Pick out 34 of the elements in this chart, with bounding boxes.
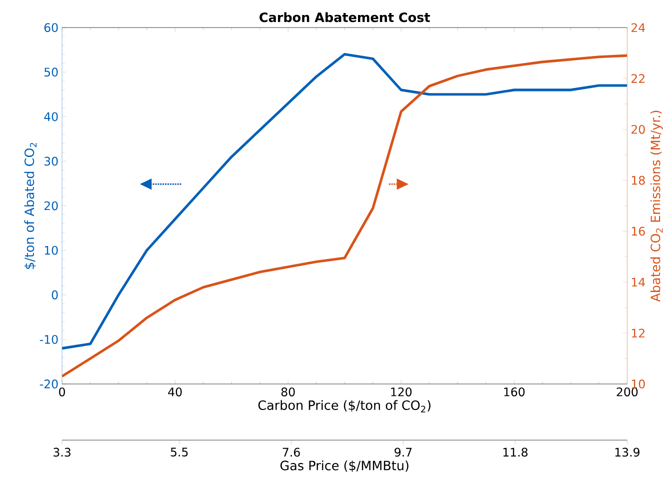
- y2-tick-label: 18: [632, 176, 645, 185]
- x-tick-label: 0: [59, 387, 65, 396]
- y-axis-title: $/ton of Abated CO$_{2}$: [24, 142, 37, 269]
- y2-tick-label: 12: [632, 328, 644, 338]
- x2-tick-label: 13.9: [615, 448, 640, 457]
- x-tick-label: 120: [391, 387, 412, 396]
- y2-tick-label: 10: [632, 379, 645, 388]
- x-tick-label: 80: [281, 387, 295, 396]
- y2-tick-label: 24: [632, 23, 645, 32]
- x2-tick-label: 7.6: [282, 448, 300, 457]
- y-tick-label: 10: [44, 246, 58, 255]
- x-tick-label: 200: [616, 387, 638, 396]
- x2-tick-label: 3.3: [54, 448, 70, 457]
- x-tick-label: 160: [504, 387, 525, 396]
- y2-axis-title: Abated CO$_{2}$ Emissions (Mt/yr.): [650, 110, 663, 302]
- y-tick-label: 50: [44, 68, 58, 76]
- y-tick-label: 40: [44, 112, 58, 121]
- x-axis-title: Carbon Price ($/ton of CO$_{2}$): [258, 400, 430, 412]
- y2-tick-label: 20: [632, 124, 645, 134]
- x2-tick-label: 11.8: [503, 448, 528, 457]
- y-tick-label: 20: [44, 201, 58, 210]
- x2-axis-title: Gas Price ($/MMBtu): [280, 460, 408, 472]
- y2-tick-label: 16: [632, 226, 645, 236]
- y-tick-label: 60: [44, 22, 58, 32]
- y2-tick-label: 22: [632, 74, 644, 83]
- y-tick-label: -10: [40, 334, 58, 344]
- x2-tick-label: 9.7: [394, 448, 412, 457]
- chart-title: Carbon Abatement Cost: [260, 12, 430, 22]
- y-tick-label: 0: [52, 290, 58, 300]
- y2-tick-label: 14: [632, 278, 645, 286]
- x-tick-label: 40: [168, 387, 182, 396]
- y-tick-label: 30: [44, 156, 58, 166]
- x2-tick-label: 5.5: [170, 448, 188, 456]
- y-tick-label: -20: [40, 379, 58, 388]
